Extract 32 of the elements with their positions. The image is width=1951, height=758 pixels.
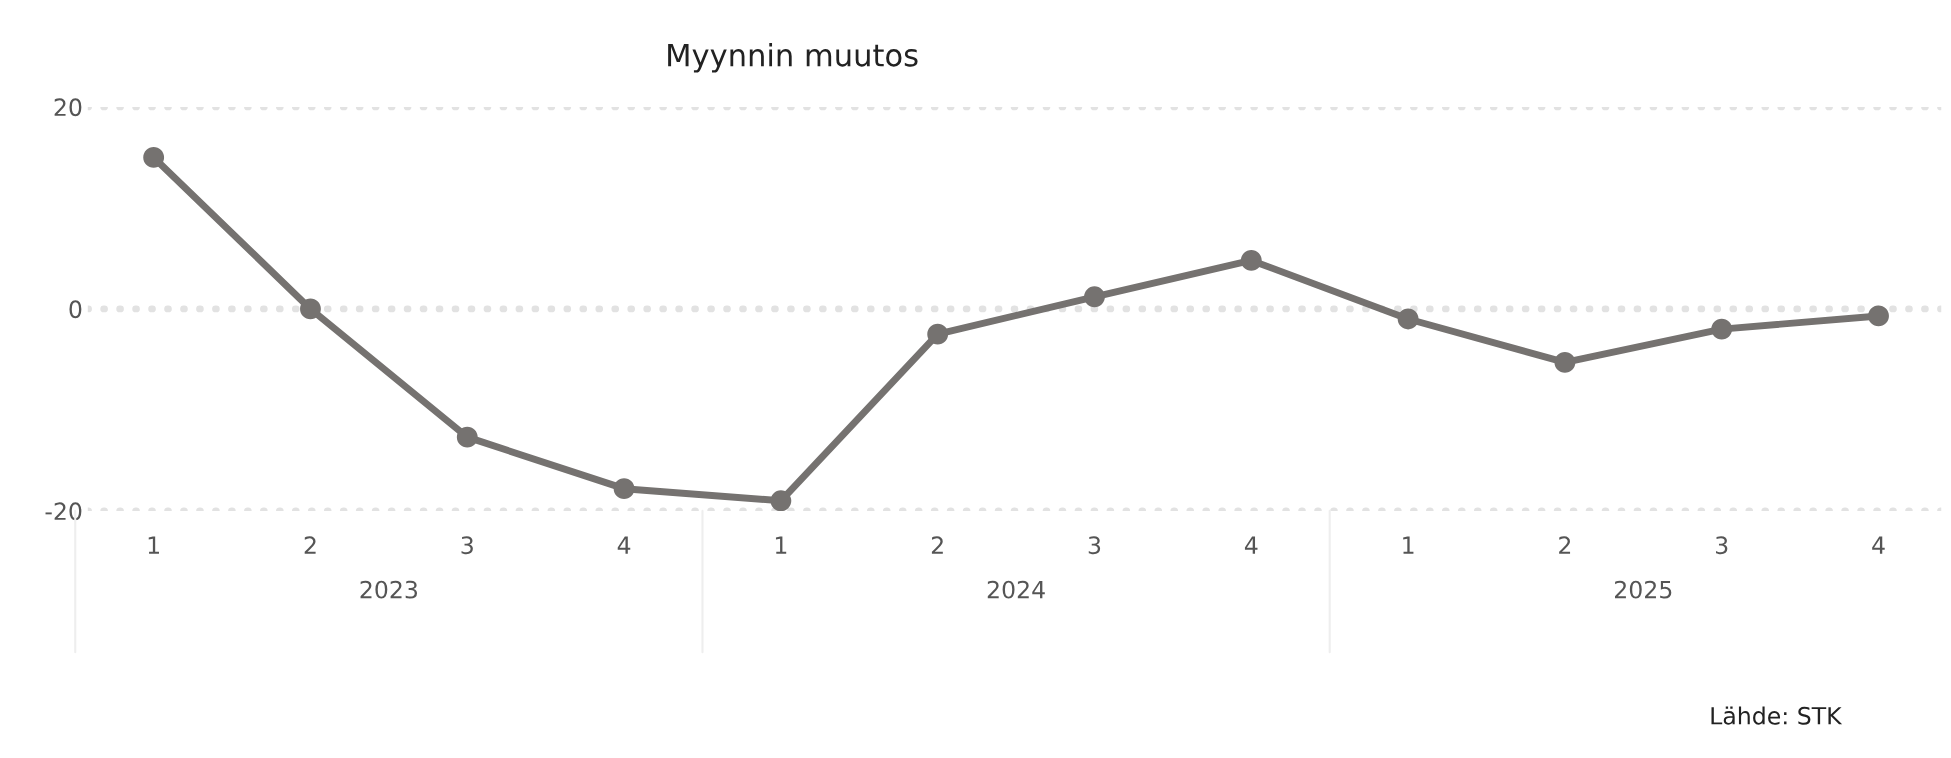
- x-tick-label: 4: [1872, 536, 1885, 554]
- y-tick-label: 0: [69, 300, 82, 319]
- x-tick-label: 4: [1244, 536, 1258, 554]
- text: 2024: [987, 580, 1045, 599]
- text: 2025: [1615, 580, 1672, 599]
- point: [300, 298, 321, 320]
- point: [1711, 318, 1733, 340]
- x-tick-label: 3: [461, 536, 473, 555]
- text: Lähde: STK: [1711, 706, 1843, 725]
- point: [1868, 305, 1889, 327]
- point: [927, 323, 949, 345]
- point: [1397, 308, 1419, 330]
- x-tick-label: 2: [304, 536, 316, 554]
- x-tick-label: 3: [1088, 536, 1101, 555]
- point: [770, 490, 792, 511]
- x-tick-label: 1: [1403, 536, 1414, 554]
- x-tick-label: 2: [931, 536, 943, 554]
- y-tick-label: 20: [54, 98, 82, 117]
- chart-title: Myynnin muutos: [668, 43, 918, 73]
- point: [143, 146, 165, 168]
- x-tick-label: 1: [775, 536, 787, 554]
- point: [613, 478, 635, 500]
- x-tick-label: 2: [1559, 536, 1571, 554]
- text: 2023: [360, 580, 418, 599]
- point: [1084, 286, 1105, 308]
- x-tick-label: 1: [148, 536, 159, 554]
- y-tick-label: -20: [45, 502, 82, 521]
- point: [456, 426, 478, 448]
- point: [1240, 249, 1262, 271]
- x-tick-label: 4: [617, 536, 631, 554]
- x-tick-label: 3: [1716, 536, 1728, 555]
- point: [1554, 352, 1576, 373]
